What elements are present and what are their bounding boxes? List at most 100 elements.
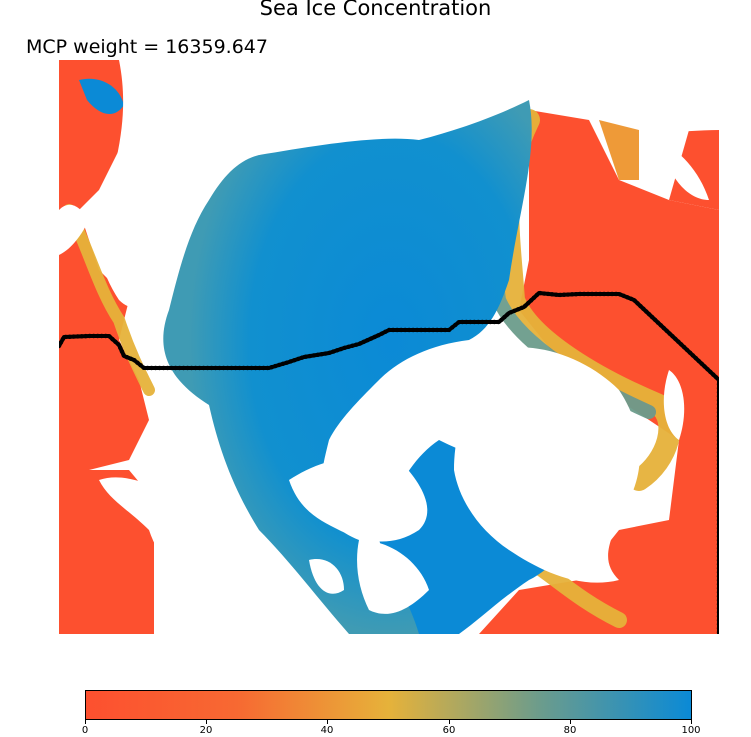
route-point [453,322,458,328]
route-point [716,409,719,415]
route-point [716,609,719,615]
route-point [185,365,190,371]
route-point [110,336,115,342]
route-point [496,319,501,325]
route-point [438,327,444,333]
route-point [273,363,278,369]
colorbar [85,690,692,720]
route-point [124,354,130,360]
route-point [63,334,68,340]
route-point [402,327,408,333]
route-point [716,465,719,471]
route-point [716,513,719,519]
route-point [716,529,719,535]
route-point [116,342,121,347]
route-point [716,509,719,515]
route-point [716,413,719,419]
route-point [165,365,170,371]
route-point [173,365,178,371]
route-point [75,334,80,339]
route-point [414,327,420,333]
route-point [605,291,611,297]
route-point [430,327,436,333]
route-point [346,344,351,349]
route-point [716,533,719,539]
route-point [91,333,96,339]
route-point [71,334,76,339]
route-point [87,333,92,339]
route-point [716,485,719,491]
route-point [233,365,238,371]
route-point [342,345,347,351]
route-point [641,306,646,312]
route-point [561,292,567,297]
route-point [716,545,719,551]
route-point [410,327,416,333]
route-point [716,561,719,567]
route-point [502,314,507,320]
route-point [515,307,521,312]
route-point [534,292,540,298]
route-point [307,353,313,359]
route-point [716,621,719,627]
colorbar-tick [570,720,571,724]
route-point [303,354,309,359]
route-point [141,365,146,370]
route-point [492,319,497,325]
route-point [716,381,719,387]
route-point [379,331,385,336]
route-point [716,377,719,383]
route-point [372,334,377,340]
route-point [716,589,719,595]
route-point [311,353,316,358]
route-point [589,291,595,297]
route-point [276,362,282,368]
route-point [197,365,202,371]
route-point [716,577,719,583]
route-point [221,365,226,371]
route-point [716,493,719,499]
route-point [681,345,687,350]
route-point [446,327,452,333]
route-point [205,365,210,371]
mcp-route [59,290,719,634]
route-point [716,505,719,511]
route-point [716,405,719,411]
route-point [456,320,461,325]
route-point [609,291,615,297]
route-point [716,629,719,634]
route-point [422,327,428,333]
route-point [315,352,320,358]
route-point [225,365,230,371]
route-point [319,351,324,357]
route-point [237,365,242,371]
route-point [716,437,719,443]
route-point [655,320,661,325]
route-point [79,334,84,339]
route-point [519,305,525,311]
route-point [716,477,719,483]
route-point [201,365,206,371]
route-point [716,521,719,527]
route-point [365,338,370,343]
route-point [716,497,719,503]
route-point [450,325,455,330]
route-point [711,372,716,377]
route-point [716,581,719,587]
route-point [350,343,355,348]
route-point [664,328,669,333]
route-point [288,359,293,364]
route-point [426,327,432,333]
route-point [99,333,104,339]
route-point [480,319,485,325]
route-point [687,350,693,355]
route-point [169,365,174,371]
route-point [593,291,599,297]
route-point [269,365,274,370]
route-point [684,347,690,353]
route-point [261,365,266,371]
route-point [418,327,424,333]
route-point [716,613,719,619]
route-point [628,296,634,302]
route-point [245,365,250,371]
